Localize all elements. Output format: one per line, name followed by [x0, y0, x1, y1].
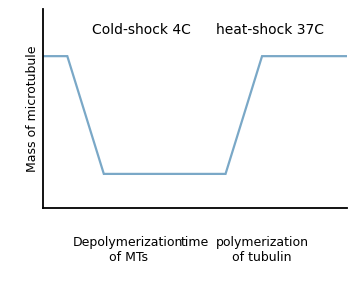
Text: Depolymerization
of MTs: Depolymerization of MTs	[73, 236, 183, 264]
Y-axis label: Mass of microtubule: Mass of microtubule	[26, 45, 39, 172]
Text: polymerization
of tubulin: polymerization of tubulin	[216, 236, 309, 264]
Text: heat-shock 37C: heat-shock 37C	[216, 23, 324, 37]
Text: Cold-shock 4C: Cold-shock 4C	[92, 23, 190, 37]
Text: time: time	[181, 236, 209, 249]
